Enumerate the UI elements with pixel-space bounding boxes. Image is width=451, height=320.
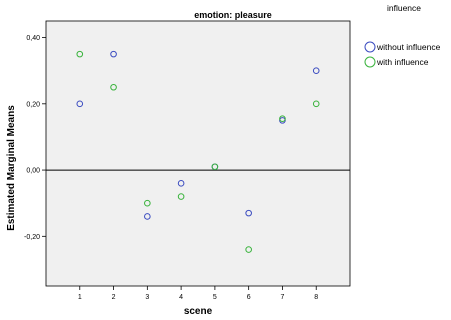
point-series-1-scene-4 [177,193,185,200]
point-series-1-scene-2 [110,83,117,91]
chart-title: emotion: pleasure [194,10,272,20]
x-tick-label: 7 [280,294,284,301]
x-axis-title: scene [184,306,213,317]
x-tick-label: 3 [145,294,149,301]
y-tick-label: -0,20 [24,234,40,241]
point-series-0-scene-4 [177,180,185,187]
x-tick-label: 4 [179,294,183,301]
plot-area [45,20,351,287]
point-series-0-scene-6 [245,209,252,217]
point-series-1-scene-5 [211,163,219,171]
data-points [76,50,320,253]
point-series-0-scene-3 [144,213,151,220]
x-tick-label: 6 [247,294,251,301]
legend-title: influence [387,3,421,13]
x-tick-label: 8 [314,294,318,301]
point-series-0-scene-1 [76,100,84,108]
y-axis: 0,40 0,20 0,00 -0,20 [24,35,46,241]
legend-items: without influence with influence [364,41,441,68]
x-tick-label: 1 [78,294,82,301]
legend-label: with influence [376,57,429,67]
point-series-1-scene-3 [144,199,151,207]
point-series-1-scene-1 [76,50,84,58]
y-tick-label: 0,40 [26,35,40,42]
y-tick-label: 0,20 [26,101,40,108]
y-axis-title: Estimated Marginal Means [6,105,17,231]
y-tick-label: 0,00 [26,168,40,175]
legend: influence without influence with influenc… [364,3,441,68]
point-series-1-scene-6 [245,246,252,253]
point-series-1-scene-7 [279,115,286,123]
legend-marker [364,56,376,68]
x-tick-label: 2 [112,294,116,301]
x-axis: 1 2 3 4 5 6 7 8 [78,286,318,301]
point-series-1-scene-8 [312,100,320,108]
legend-label: without influence [376,42,441,52]
point-series-0-scene-2 [110,50,117,58]
point-series-0-scene-8 [312,67,320,74]
legend-marker [364,41,376,53]
x-tick-label: 5 [213,294,217,301]
